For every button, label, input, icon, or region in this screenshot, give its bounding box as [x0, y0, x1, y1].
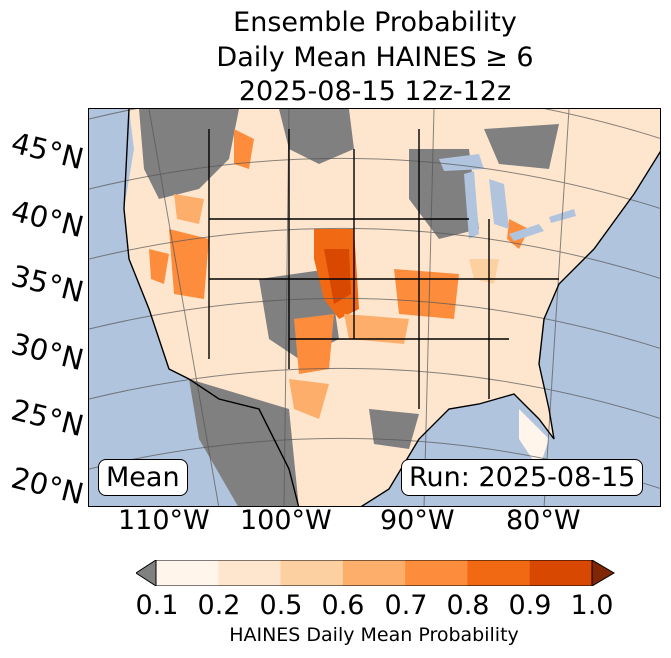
lon-label-110: 110°W — [118, 505, 210, 536]
title-line-2: Daily Mean HAINES ≥ 6 — [216, 42, 534, 73]
borders — [123, 109, 660, 506]
colorbar-segment — [218, 560, 282, 586]
map-canvas — [89, 109, 660, 506]
colorbar-tick-6: 0.8 — [446, 590, 490, 621]
lat-label-25: 25°N — [7, 392, 88, 444]
colorbar-segment — [280, 560, 344, 586]
lat-label-35: 35°N — [7, 258, 88, 310]
colorbar-tick-1: 0.1 — [135, 590, 179, 621]
colorbar-tick-8: 1.0 — [570, 590, 614, 621]
lon-label-80: 80°W — [506, 505, 581, 536]
colorbar-segments — [156, 560, 593, 586]
land-mass — [124, 109, 660, 506]
colorbar-segment — [156, 560, 219, 586]
colorbar-tick-3: 0.5 — [259, 590, 303, 621]
colorbar-under-arrow — [136, 560, 157, 586]
lon-label-90: 90°W — [380, 505, 455, 536]
mean-box: Mean — [98, 459, 188, 496]
title-line-1: Ensemble Probability — [233, 7, 517, 38]
lat-label-20: 20°N — [7, 460, 88, 512]
lat-label-45: 45°N — [7, 125, 88, 177]
colorbar-segment — [529, 560, 593, 586]
colorbar-over-arrow — [591, 560, 615, 586]
colorbar-segment — [342, 560, 406, 586]
title-line-3: 2025-08-15 12z-12z — [238, 76, 512, 107]
lon-label-100: 100°W — [240, 505, 332, 536]
colorbar — [136, 560, 615, 586]
colorbar-segment — [467, 560, 531, 586]
colorbar-label: HAINES Daily Mean Probability — [229, 624, 519, 646]
graticule — [89, 109, 660, 506]
map-panel — [88, 108, 661, 507]
colorbar-tick-2: 0.2 — [197, 590, 241, 621]
run-date-box: Run: 2025-08-15 — [401, 459, 644, 496]
colorbar-tick-5: 0.7 — [384, 590, 428, 621]
colorbar-segment — [405, 560, 468, 586]
lat-label-40: 40°N — [7, 193, 88, 245]
lat-label-30: 30°N — [7, 326, 88, 378]
colorbar-tick-4: 0.6 — [321, 590, 365, 621]
colorbar-tick-7: 0.9 — [508, 590, 552, 621]
